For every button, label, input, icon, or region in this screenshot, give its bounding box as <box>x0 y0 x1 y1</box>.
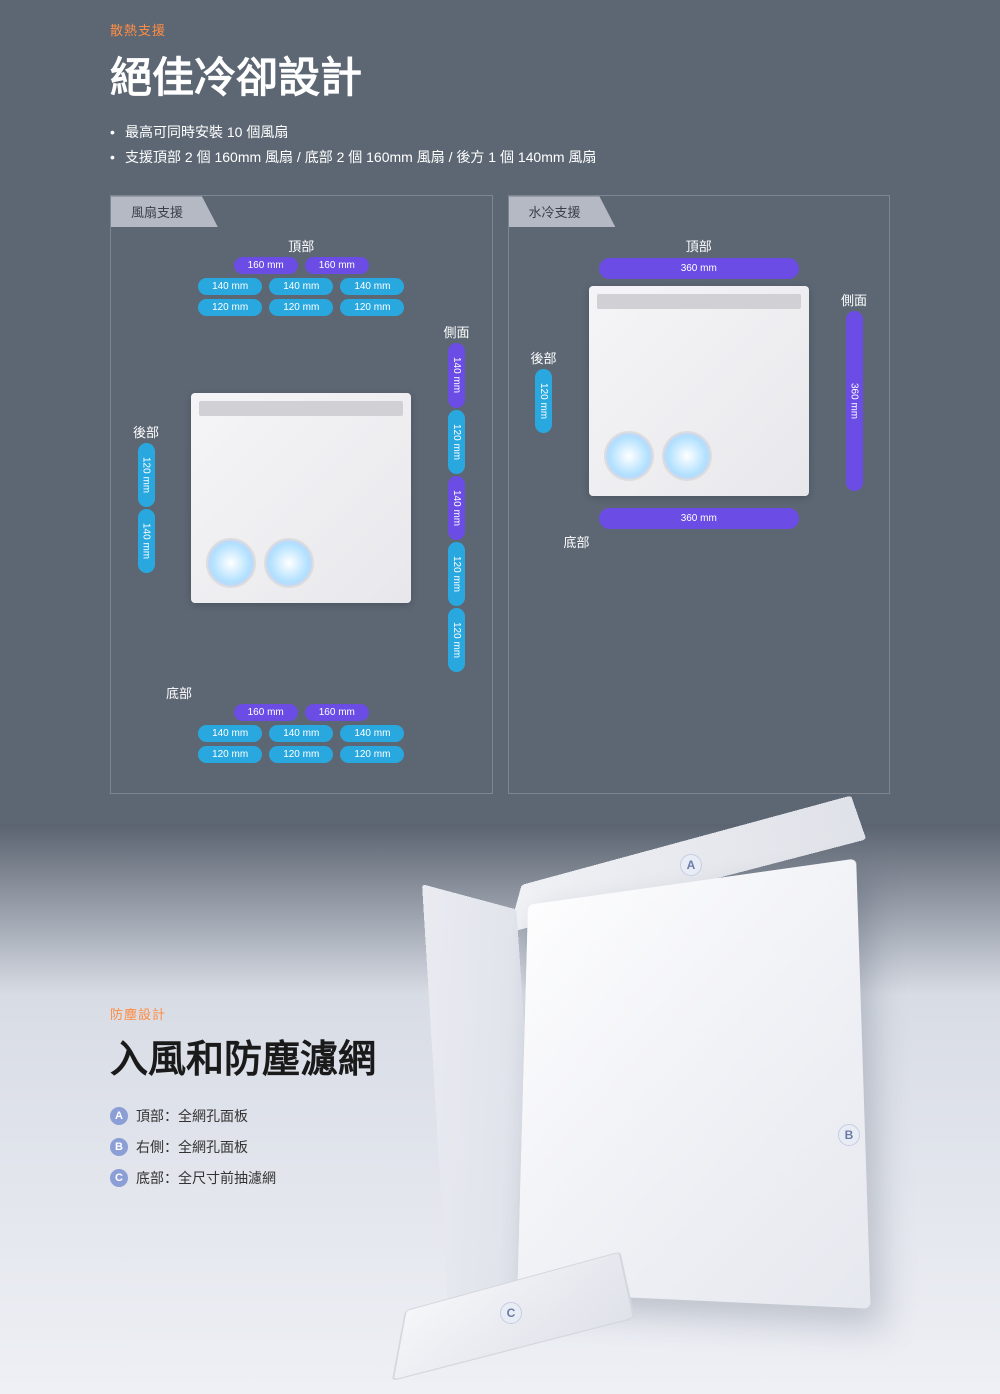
case-3d-render: A B C <box>460 844 900 1344</box>
feature-text: 右側：全網孔面板 <box>136 1132 248 1163</box>
size-pill: 120 mm <box>448 410 465 474</box>
size-pill: 120 mm <box>340 746 404 763</box>
fan-icon <box>264 538 314 588</box>
eyebrow: 防塵設計 <box>110 1004 376 1023</box>
size-pill: 160 mm <box>234 257 298 274</box>
size-pill: 360 mm <box>846 311 863 491</box>
fan-icon <box>662 431 712 481</box>
size-pill: 140 mm <box>340 725 404 742</box>
marker-c: C <box>500 1302 522 1324</box>
feature-item: C 底部：全尺寸前抽濾網 <box>110 1163 376 1194</box>
size-pill: 140 mm <box>269 278 333 295</box>
size-pill: 140 mm <box>198 278 262 295</box>
rear-label: 後部 <box>126 422 166 441</box>
size-pill: 120 mm <box>448 608 465 672</box>
size-pill: 120 mm <box>138 443 155 507</box>
size-pill: 120 mm <box>340 299 404 316</box>
size-pill: 160 mm <box>305 704 369 721</box>
size-pill: 140 mm <box>269 725 333 742</box>
size-pill: 160 mm <box>305 257 369 274</box>
size-pill: 360 mm <box>599 258 799 279</box>
size-pill: 140 mm <box>198 725 262 742</box>
section-title: 入風和防塵濾網 <box>110 1028 376 1083</box>
size-pill: 140 mm <box>340 278 404 295</box>
size-pill: 140 mm <box>448 343 465 407</box>
size-pill: 120 mm <box>535 369 552 433</box>
feature-list: A 頂部：全網孔面板 B 右側：全網孔面板 C 底部：全尺寸前抽濾網 <box>110 1101 376 1193</box>
case-diagram <box>589 286 809 496</box>
badge-icon: A <box>110 1107 128 1125</box>
feature-item: B 右側：全網孔面板 <box>110 1132 376 1163</box>
bullet-item: 最高可同時安裝 10 個風扇 <box>110 120 890 145</box>
bullet-list: 最高可同時安裝 10 個風扇 支援頂部 2 個 160mm 風扇 / 底部 2 … <box>110 120 890 170</box>
case-side-face <box>517 859 870 1309</box>
top-label: 頂部 <box>524 236 875 255</box>
badge-icon: B <box>110 1138 128 1156</box>
size-pill: 140 mm <box>138 509 155 573</box>
bottom-label: 底部 <box>564 532 875 551</box>
case-diagram <box>191 393 411 603</box>
dust-section: 防塵設計 入風和防塵濾網 A 頂部：全網孔面板 B 右側：全網孔面板 C 底部：全尺寸… <box>0 824 1000 1394</box>
size-pill: 120 mm <box>269 746 333 763</box>
size-pill: 160 mm <box>234 704 298 721</box>
fan-icon <box>206 538 256 588</box>
fan-support-panel: 風扇支援 頂部 160 mm160 mm 140 mm140 mm140 mm … <box>110 195 493 794</box>
cooling-section: 散熱支援 絕佳冷卻設計 最高可同時安裝 10 個風扇 支援頂部 2 個 160m… <box>0 0 1000 824</box>
side-label: 側面 <box>437 322 477 341</box>
marker-a: A <box>680 854 702 876</box>
side-label: 側面 <box>834 290 874 309</box>
bullet-item: 支援頂部 2 個 160mm 風扇 / 底部 2 個 160mm 風扇 / 後方… <box>110 145 890 170</box>
feature-text: 頂部：全網孔面板 <box>136 1101 248 1132</box>
rear-label: 後部 <box>524 348 564 367</box>
support-panels: 風扇支援 頂部 160 mm160 mm 140 mm140 mm140 mm … <box>110 195 890 794</box>
badge-icon: C <box>110 1169 128 1187</box>
feature-item: A 頂部：全網孔面板 <box>110 1101 376 1132</box>
bottom-label: 底部 <box>166 683 477 702</box>
watercool-panel: 水冷支援 頂部 360 mm 後部 120 mm 側面 360 mm <box>508 195 891 794</box>
eyebrow: 散熱支援 <box>110 20 890 39</box>
section-title: 絕佳冷卻設計 <box>110 44 890 105</box>
top-label: 頂部 <box>126 236 477 255</box>
size-pill: 120 mm <box>198 746 262 763</box>
size-pill: 360 mm <box>599 508 799 529</box>
size-pill: 120 mm <box>269 299 333 316</box>
marker-b: B <box>838 1124 860 1146</box>
fan-icon <box>604 431 654 481</box>
size-pill: 120 mm <box>448 542 465 606</box>
feature-text: 底部：全尺寸前抽濾網 <box>136 1163 276 1194</box>
panel-tab: 水冷支援 <box>509 196 616 227</box>
size-pill: 120 mm <box>198 299 262 316</box>
size-pill: 140 mm <box>448 476 465 540</box>
panel-tab: 風扇支援 <box>111 196 218 227</box>
